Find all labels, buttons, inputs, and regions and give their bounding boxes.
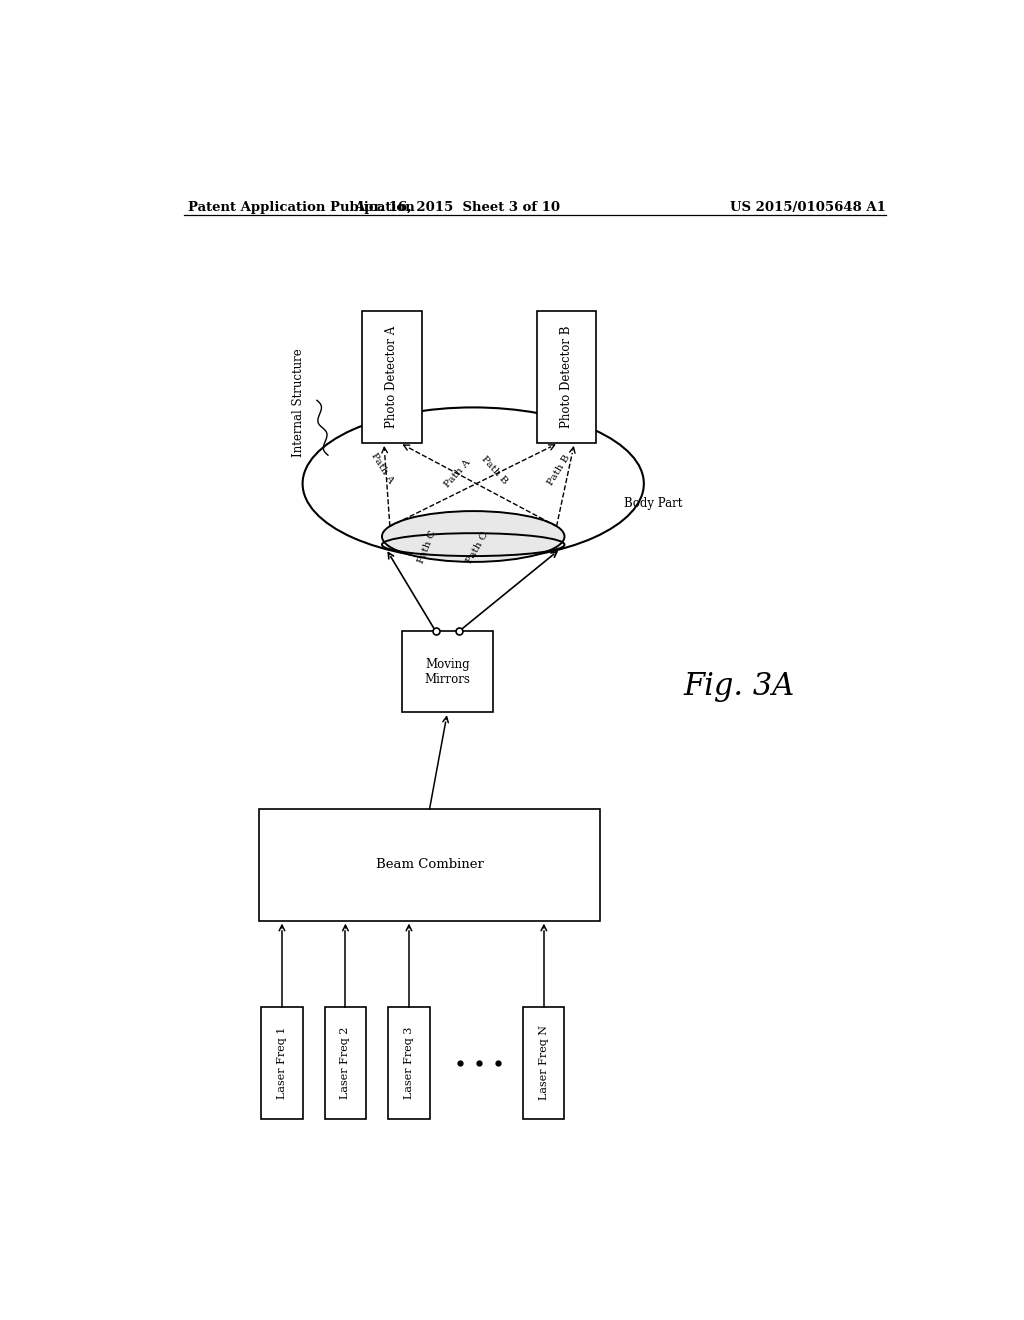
Text: Apr. 16, 2015  Sheet 3 of 10: Apr. 16, 2015 Sheet 3 of 10	[354, 201, 560, 214]
Text: Internal Structure: Internal Structure	[292, 348, 305, 457]
Text: Path B: Path B	[546, 454, 571, 487]
FancyBboxPatch shape	[537, 312, 596, 444]
Text: Moving
Mirrors: Moving Mirrors	[425, 657, 470, 685]
FancyBboxPatch shape	[523, 1007, 564, 1119]
FancyBboxPatch shape	[401, 631, 494, 713]
Text: US 2015/0105648 A1: US 2015/0105648 A1	[730, 201, 886, 214]
Text: Photo Detector A: Photo Detector A	[385, 326, 398, 428]
Text: Laser Freq 1: Laser Freq 1	[276, 1027, 287, 1100]
FancyBboxPatch shape	[388, 1007, 430, 1119]
FancyBboxPatch shape	[325, 1007, 367, 1119]
FancyBboxPatch shape	[259, 809, 600, 921]
Text: Fig. 3A: Fig. 3A	[683, 672, 795, 702]
Text: Laser Freq 2: Laser Freq 2	[340, 1027, 350, 1100]
Text: Path C: Path C	[417, 529, 438, 565]
FancyBboxPatch shape	[261, 1007, 303, 1119]
Text: Laser Freq 3: Laser Freq 3	[403, 1027, 414, 1100]
Text: Body Part: Body Part	[624, 498, 682, 511]
Text: Patent Application Publication: Patent Application Publication	[187, 201, 415, 214]
Text: Path A: Path A	[442, 458, 472, 490]
Ellipse shape	[382, 511, 564, 562]
Text: Laser Freq N: Laser Freq N	[539, 1026, 549, 1101]
Text: Path A: Path A	[369, 451, 395, 486]
Ellipse shape	[303, 408, 644, 560]
Text: Path B: Path B	[480, 454, 510, 486]
Text: Path C: Path C	[465, 531, 490, 565]
Text: Beam Combiner: Beam Combiner	[376, 858, 483, 871]
FancyBboxPatch shape	[362, 312, 422, 444]
Text: Photo Detector B: Photo Detector B	[560, 326, 573, 428]
